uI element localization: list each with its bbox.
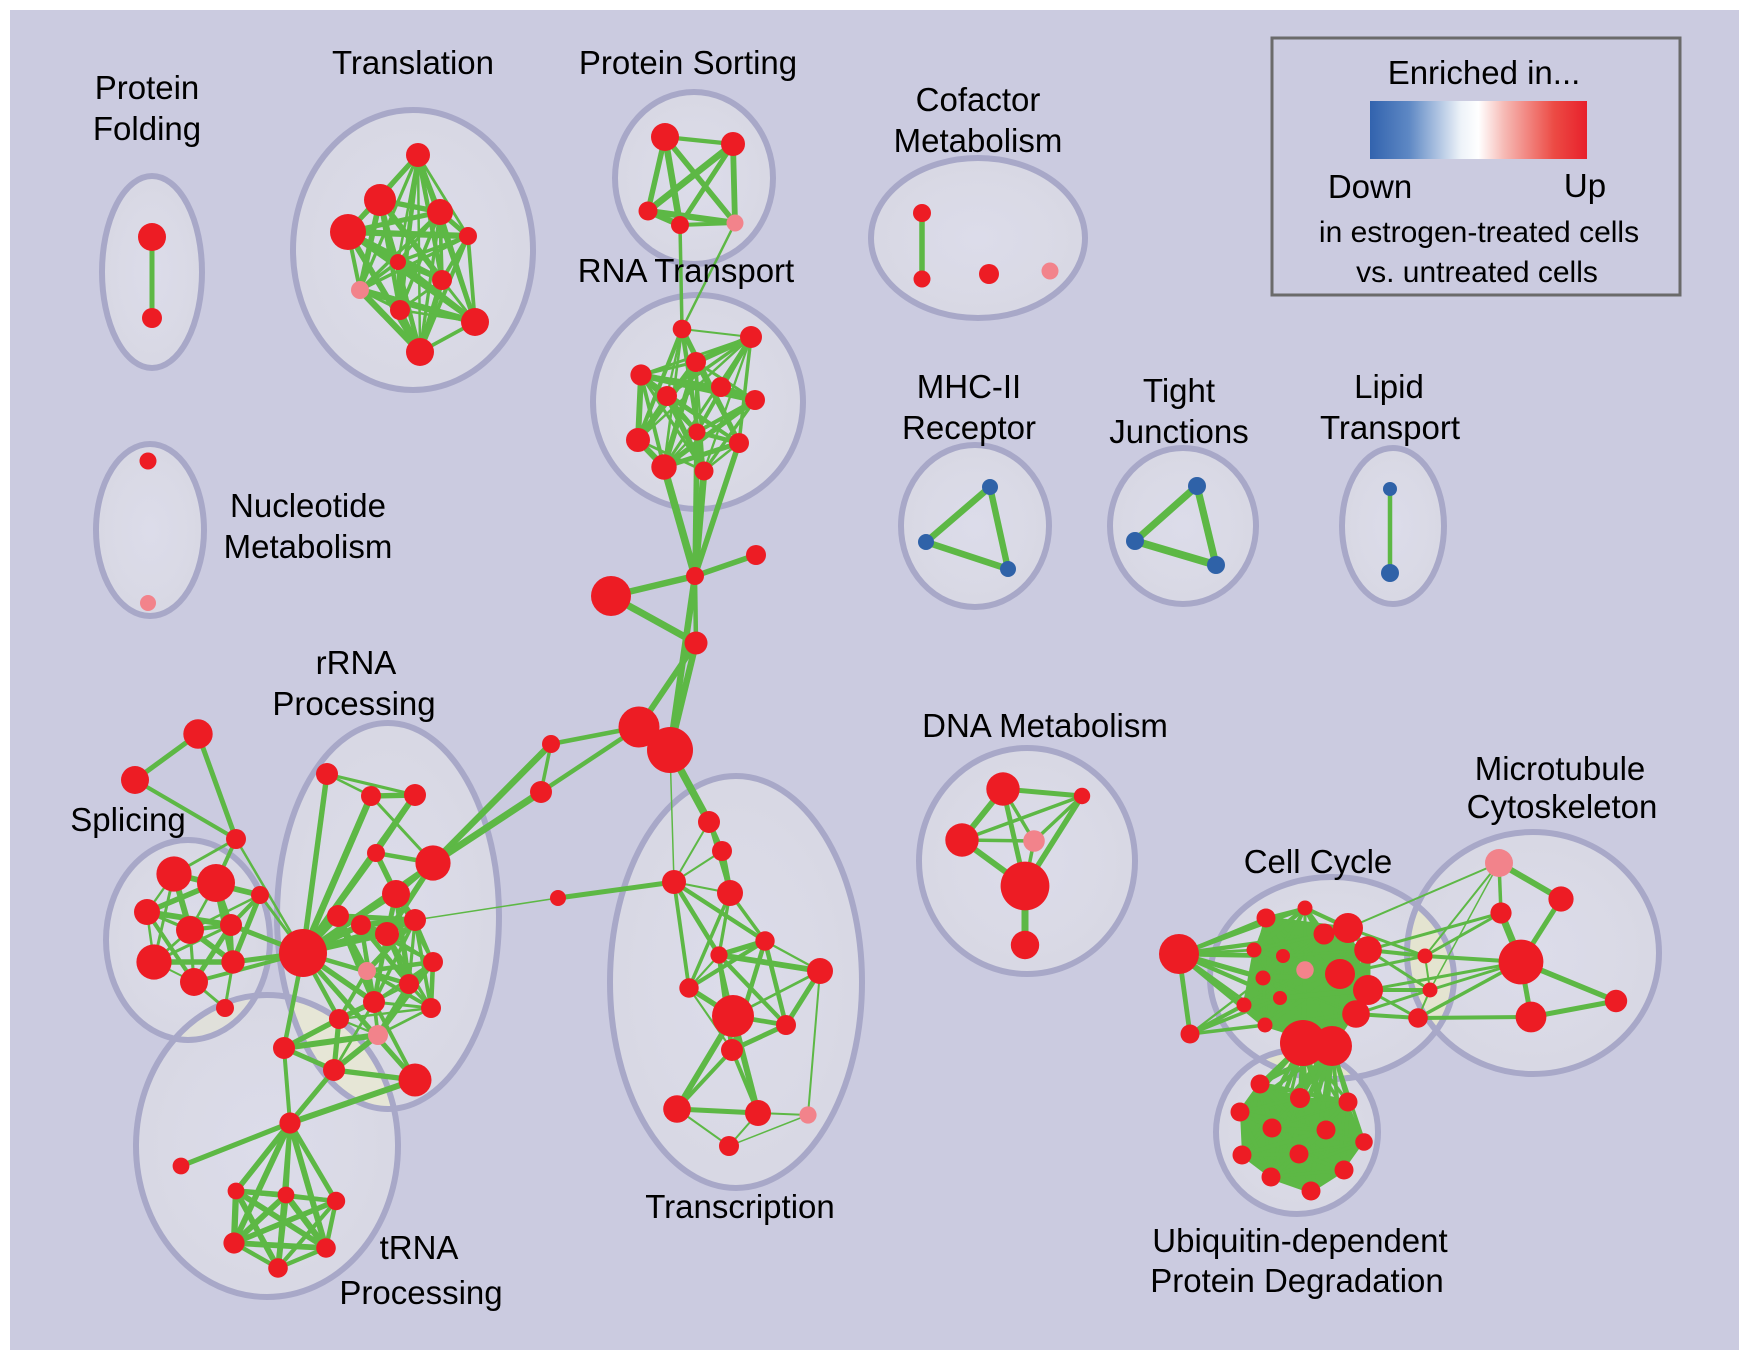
svg-text:RNA Transport: RNA Transport — [578, 252, 794, 289]
svg-text:Processing: Processing — [339, 1274, 502, 1311]
svg-text:Cofactor: Cofactor — [916, 81, 1041, 118]
svg-text:Metabolism: Metabolism — [894, 122, 1063, 159]
svg-text:Metabolism: Metabolism — [224, 528, 393, 565]
svg-text:MHC-II: MHC-II — [917, 368, 1021, 405]
svg-text:Splicing: Splicing — [70, 801, 186, 838]
svg-text:Transport: Transport — [1320, 409, 1460, 446]
svg-text:Microtubule: Microtubule — [1475, 750, 1646, 787]
svg-text:Protein Sorting: Protein Sorting — [579, 44, 797, 81]
svg-text:vs. untreated cells: vs. untreated cells — [1356, 256, 1598, 289]
svg-text:Enriched in...: Enriched in... — [1388, 54, 1581, 91]
svg-text:in estrogen-treated cells: in estrogen-treated cells — [1319, 216, 1639, 249]
svg-text:rRNA: rRNA — [316, 644, 397, 681]
svg-text:Processing: Processing — [272, 685, 435, 722]
svg-text:Folding: Folding — [93, 110, 201, 147]
svg-text:Cell Cycle: Cell Cycle — [1244, 843, 1393, 880]
svg-text:Up: Up — [1564, 167, 1606, 204]
svg-text:Receptor: Receptor — [902, 409, 1036, 446]
svg-text:Lipid: Lipid — [1354, 368, 1424, 405]
svg-text:Down: Down — [1328, 168, 1412, 205]
svg-text:Translation: Translation — [332, 44, 494, 81]
svg-text:Junctions: Junctions — [1109, 413, 1248, 450]
svg-text:Protein Degradation: Protein Degradation — [1150, 1262, 1444, 1299]
svg-text:DNA Metabolism: DNA Metabolism — [922, 707, 1168, 744]
svg-text:Ubiquitin-dependent: Ubiquitin-dependent — [1152, 1222, 1447, 1259]
svg-text:tRNA: tRNA — [380, 1229, 459, 1266]
svg-text:Transcription: Transcription — [645, 1188, 835, 1225]
svg-text:Nucleotide: Nucleotide — [230, 487, 386, 524]
svg-text:Cytoskeleton: Cytoskeleton — [1467, 788, 1658, 825]
svg-text:Protein: Protein — [95, 69, 200, 106]
svg-text:Tight: Tight — [1143, 372, 1215, 409]
